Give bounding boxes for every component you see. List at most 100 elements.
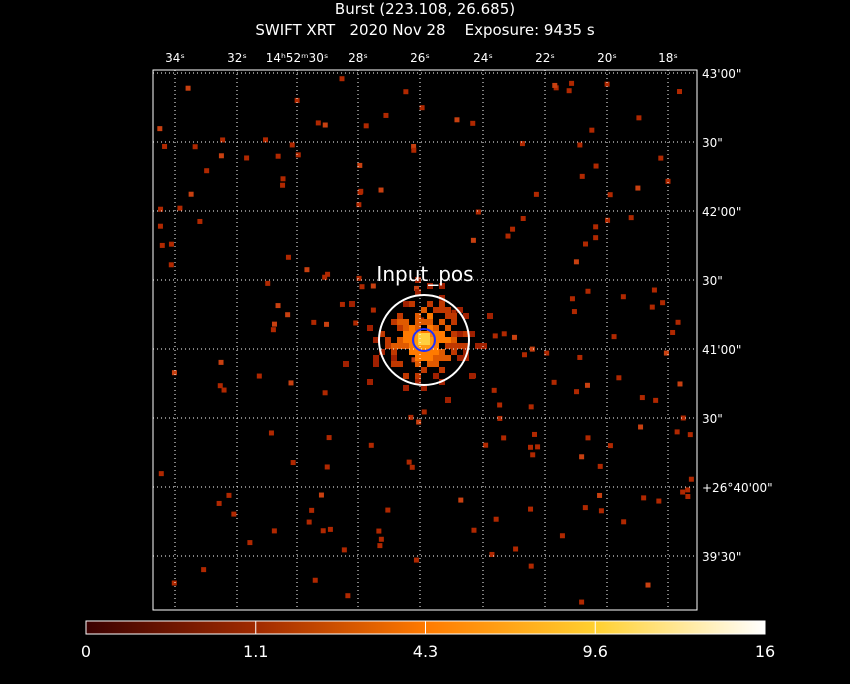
ra-label: 24ˢ	[473, 51, 493, 65]
photon-pixel	[373, 337, 379, 343]
photon-pixel	[411, 357, 417, 363]
photon-pixel	[421, 385, 427, 391]
photon-pixel	[579, 599, 585, 605]
photon-pixel	[157, 223, 163, 229]
photon-pixel	[271, 528, 277, 534]
photon-pixel	[469, 331, 475, 337]
photon-pixel	[356, 202, 362, 208]
photon-pixel	[171, 370, 177, 376]
photon-pixel	[391, 361, 397, 367]
photon-pixel	[218, 153, 224, 159]
photon-pixel	[433, 349, 439, 355]
photon-pixel	[660, 300, 666, 306]
photon-pixel	[454, 117, 460, 123]
photon-pixel	[439, 283, 445, 289]
photon-pixel	[349, 301, 355, 307]
position-circle	[412, 328, 436, 352]
photon-pixel	[379, 331, 385, 337]
photon-pixel	[445, 397, 451, 403]
photon-pixel	[415, 319, 421, 325]
photon-pixel	[415, 361, 421, 367]
photon-pixel	[403, 331, 409, 337]
photon-pixel	[569, 296, 575, 302]
photon-pixel	[320, 528, 326, 534]
photon-pixel	[433, 373, 439, 379]
photon-pixel	[304, 267, 310, 273]
photon-pixel	[569, 80, 575, 86]
photon-pixel	[391, 349, 397, 355]
photon-pixel	[674, 429, 680, 435]
photon-pixel	[289, 142, 295, 148]
photon-pixel	[415, 325, 421, 331]
photon-pixel	[343, 361, 349, 367]
photon-pixel	[439, 307, 445, 313]
photon-pixel	[324, 464, 330, 470]
dec-label: 39'30"	[702, 550, 741, 564]
photon-pixel	[367, 379, 373, 385]
photon-pixel	[658, 155, 664, 161]
ra-label: 34ˢ	[165, 51, 185, 65]
photon-pixel	[427, 343, 433, 349]
photon-pixel	[216, 500, 222, 506]
photon-pixels	[157, 76, 694, 605]
photon-pixel	[409, 325, 415, 331]
photon-pixel	[339, 301, 345, 307]
photon-pixel	[607, 192, 613, 198]
photon-pixel	[357, 189, 363, 195]
photon-pixel	[445, 313, 451, 319]
photon-pixel	[529, 346, 535, 352]
photon-pixel	[192, 144, 198, 150]
photon-pixel	[521, 352, 527, 358]
photon-pixel	[306, 519, 312, 525]
ra-label: 32ˢ	[227, 51, 247, 65]
photon-pixel	[513, 546, 519, 552]
photon-pixel	[275, 303, 281, 309]
photon-pixel	[379, 349, 385, 355]
photon-pixel	[327, 526, 333, 532]
photon-pixel	[497, 415, 503, 421]
photon-pixel	[397, 313, 403, 319]
photon-pixel	[280, 176, 286, 182]
photon-pixel	[288, 380, 294, 386]
photon-pixel	[411, 147, 417, 153]
photon-pixel	[177, 205, 183, 211]
photon-pixel	[635, 185, 641, 191]
photon-pixel	[535, 444, 541, 450]
photon-pixel	[501, 331, 507, 337]
photon-pixel	[475, 343, 481, 349]
photon-pixel	[597, 463, 603, 469]
photon-pixel	[641, 495, 647, 501]
photon-pixel	[493, 516, 499, 522]
photon-pixel	[688, 476, 694, 482]
photon-pixel	[171, 580, 177, 586]
photon-pixel	[451, 349, 457, 355]
photon-pixel	[481, 343, 487, 349]
photon-pixel	[415, 313, 421, 319]
dec-label: 30"	[702, 136, 723, 150]
photon-pixel	[168, 262, 174, 268]
photon-pixel	[294, 97, 300, 103]
photon-pixel	[463, 331, 469, 337]
photon-pixel	[457, 331, 463, 337]
photon-pixel	[376, 528, 382, 534]
photon-pixel	[270, 327, 276, 333]
photon-pixel	[280, 182, 286, 188]
photon-pixel	[188, 191, 194, 197]
photon-pixel	[397, 343, 403, 349]
photon-pixel	[628, 215, 634, 221]
photon-pixel	[263, 137, 269, 143]
ra-label: 14ʰ52ᵐ30ˢ	[266, 51, 329, 65]
photon-pixel	[469, 373, 475, 379]
photon-pixel	[158, 471, 164, 477]
photon-pixel	[439, 301, 445, 307]
photon-pixel	[231, 511, 237, 517]
photon-pixel	[290, 460, 296, 466]
photon-pixel	[451, 309, 457, 315]
photon-pixel	[247, 540, 253, 546]
ra-label: 22ˢ	[535, 51, 555, 65]
photon-pixel	[357, 162, 363, 168]
photon-pixel	[197, 218, 203, 224]
photon-pixel	[528, 404, 534, 410]
colorbar-ticks: 0 1.1 4.3 9.6 16	[81, 621, 775, 661]
